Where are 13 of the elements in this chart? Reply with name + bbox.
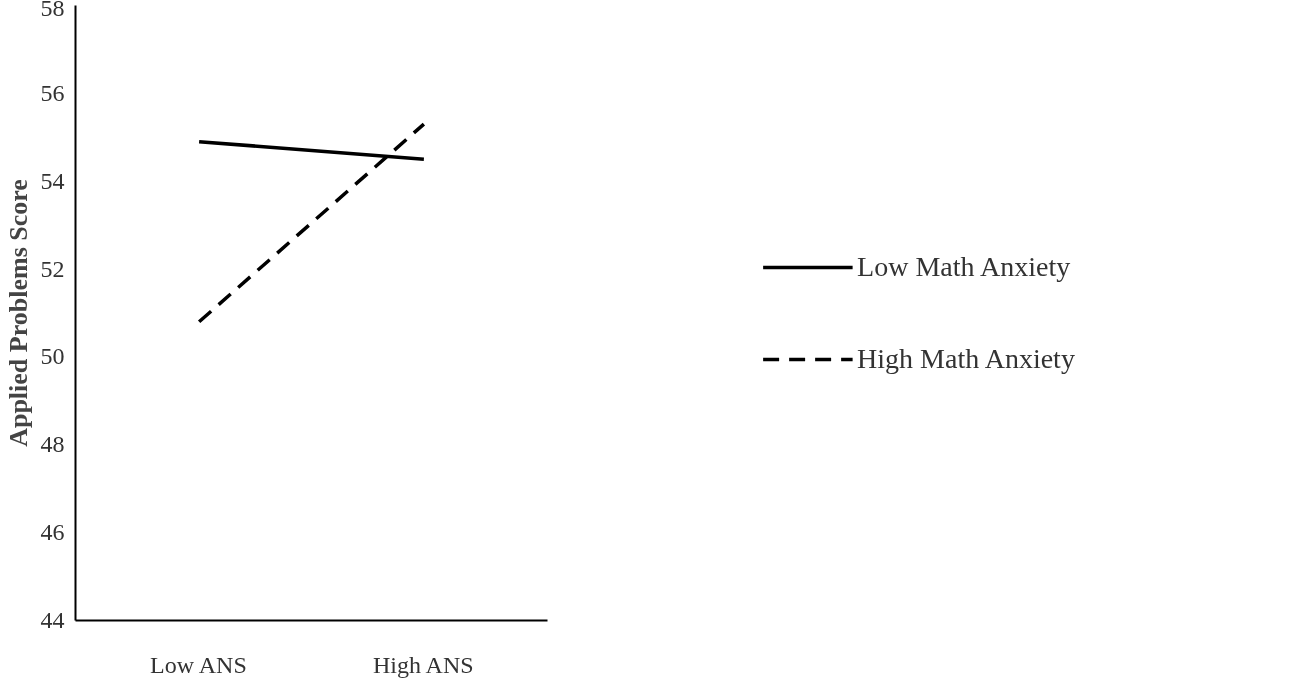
y-tick-label: 58 [40,0,65,21]
y-tick-label: 52 [40,255,65,282]
y-tick-label: 48 [40,431,65,458]
y-axis-title: Applied Problems Score [3,179,33,447]
y-tick-label: 54 [40,167,65,194]
y-tick-label: 50 [40,343,65,370]
y-tick-label: 46 [40,519,65,546]
x-tick-label: Low ANS [150,651,247,678]
legend-label: Low Math Anxiety [857,250,1071,283]
x-tick-label: High ANS [372,651,474,678]
y-tick-label: 56 [40,79,65,106]
legend-label: High Math Anxiety [857,342,1075,375]
y-tick-label: 44 [40,607,65,633]
